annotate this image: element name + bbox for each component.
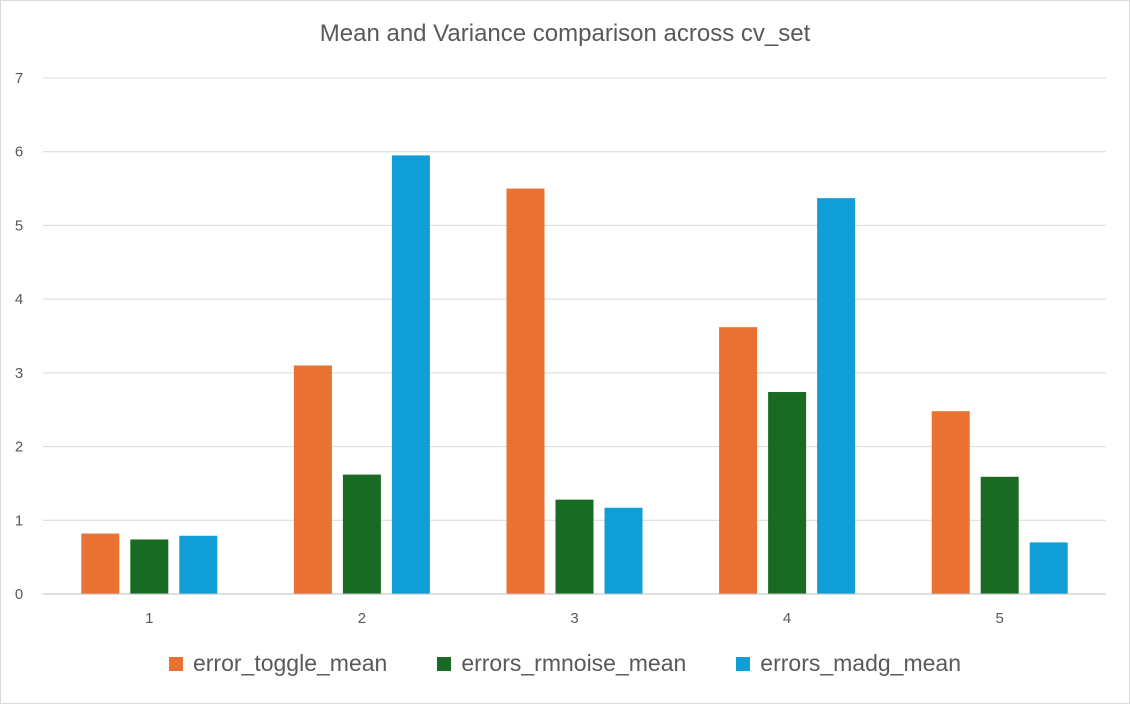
- y-tick-label: 4: [15, 291, 23, 308]
- bar-errors_rmnoise_mean-2: [342, 474, 381, 594]
- y-tick-label: 6: [15, 144, 23, 161]
- y-tick-label: 3: [15, 365, 23, 382]
- bar-error_toggle_mean-1: [81, 533, 120, 594]
- chart-title: Mean and Variance comparison across cv_s…: [319, 20, 811, 47]
- x-tick-label: 4: [783, 610, 791, 627]
- bar-errors_rmnoise_mean-4: [768, 392, 807, 594]
- legend-item: errors_rmnoise_mean: [437, 650, 686, 677]
- legend-label: errors_madg_mean: [760, 650, 962, 676]
- bar-errors_madg_mean-1: [179, 535, 218, 594]
- bar-errors_rmnoise_mean-3: [555, 499, 594, 594]
- legend: error_toggle_mean errors_rmnoise_mean erro…: [0, 650, 1130, 677]
- bar-errors_rmnoise_mean-1: [130, 539, 169, 594]
- legend-swatch: [736, 656, 751, 671]
- legend-swatch: [437, 656, 452, 671]
- legend-swatch: [168, 656, 183, 671]
- y-tick-label: 7: [15, 70, 23, 87]
- legend-item: errors_madg_mean: [736, 650, 961, 677]
- bar-errors_madg_mean-4: [817, 198, 856, 594]
- bar-error_toggle_mean-3: [506, 188, 545, 595]
- bar-errors_rmnoise_mean-5: [980, 476, 1019, 594]
- legend-item: error_toggle_mean: [168, 650, 388, 677]
- y-tick-label: 1: [15, 512, 23, 529]
- x-tick-label: 3: [570, 610, 578, 627]
- x-tick-label: 5: [996, 610, 1004, 627]
- y-tick-label: 0: [15, 586, 23, 603]
- bar-error_toggle_mean-2: [293, 365, 332, 594]
- bar-errors_madg_mean-5: [1029, 542, 1068, 594]
- legend-label: error_toggle_mean: [192, 650, 388, 676]
- bar-errors_madg_mean-2: [391, 155, 430, 594]
- bar-errors_madg_mean-3: [604, 507, 643, 594]
- y-tick-label: 5: [15, 217, 23, 234]
- bar-error_toggle_mean-5: [931, 411, 970, 594]
- y-tick-label: 2: [15, 439, 23, 456]
- legend-label: errors_rmnoise_mean: [461, 650, 687, 676]
- x-tick-label: 2: [358, 610, 366, 627]
- x-tick-label: 1: [145, 610, 153, 627]
- bar-error_toggle_mean-4: [719, 327, 758, 594]
